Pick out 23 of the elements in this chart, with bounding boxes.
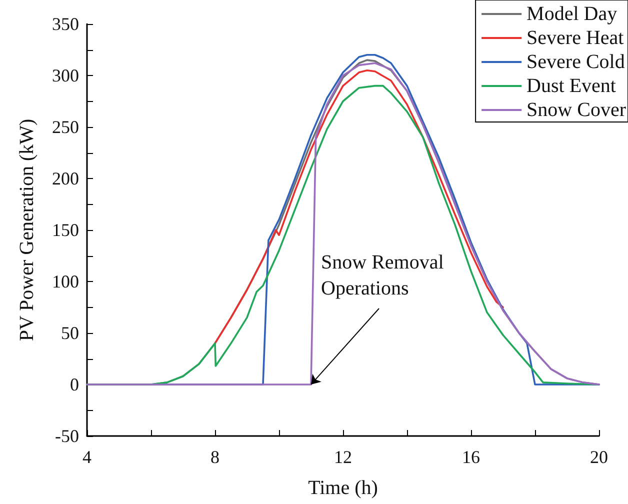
- legend-label: Severe Cold: [526, 51, 625, 73]
- y-tick-label: 50: [61, 323, 79, 343]
- y-tick-label: 200: [52, 168, 79, 188]
- x-tick-label: 8: [210, 447, 220, 467]
- y-axis-title: PV Power Generation (kW): [16, 118, 38, 342]
- y-tick-label: 250: [52, 117, 79, 137]
- x-tick-label: 12: [334, 447, 352, 467]
- annotation: Snow Removal Operations: [321, 252, 444, 300]
- legend-label: Model Day: [526, 3, 618, 25]
- y-tick-label: -50: [55, 426, 79, 446]
- y-tick-label: 350: [52, 14, 79, 34]
- x-tick-label: 4: [82, 447, 92, 467]
- y-tick-label: 150: [52, 220, 79, 240]
- y-tick-label: 100: [52, 272, 79, 292]
- legend-label: Severe Heat: [526, 27, 624, 49]
- x-tick-label: 16: [462, 447, 480, 467]
- y-tick-label: 300: [52, 66, 79, 86]
- legend-label: Snow Cover: [526, 99, 626, 121]
- y-tick-label: 0: [70, 374, 79, 394]
- x-tick-label: 20: [590, 447, 608, 467]
- line-series: [214, 69, 504, 344]
- legend-label: Dust Event: [526, 75, 616, 97]
- x-axis-title: Time (h): [308, 477, 378, 499]
